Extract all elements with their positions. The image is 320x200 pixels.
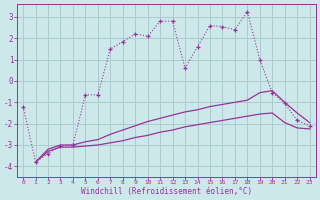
X-axis label: Windchill (Refroidissement éolien,°C): Windchill (Refroidissement éolien,°C) [81,187,252,196]
